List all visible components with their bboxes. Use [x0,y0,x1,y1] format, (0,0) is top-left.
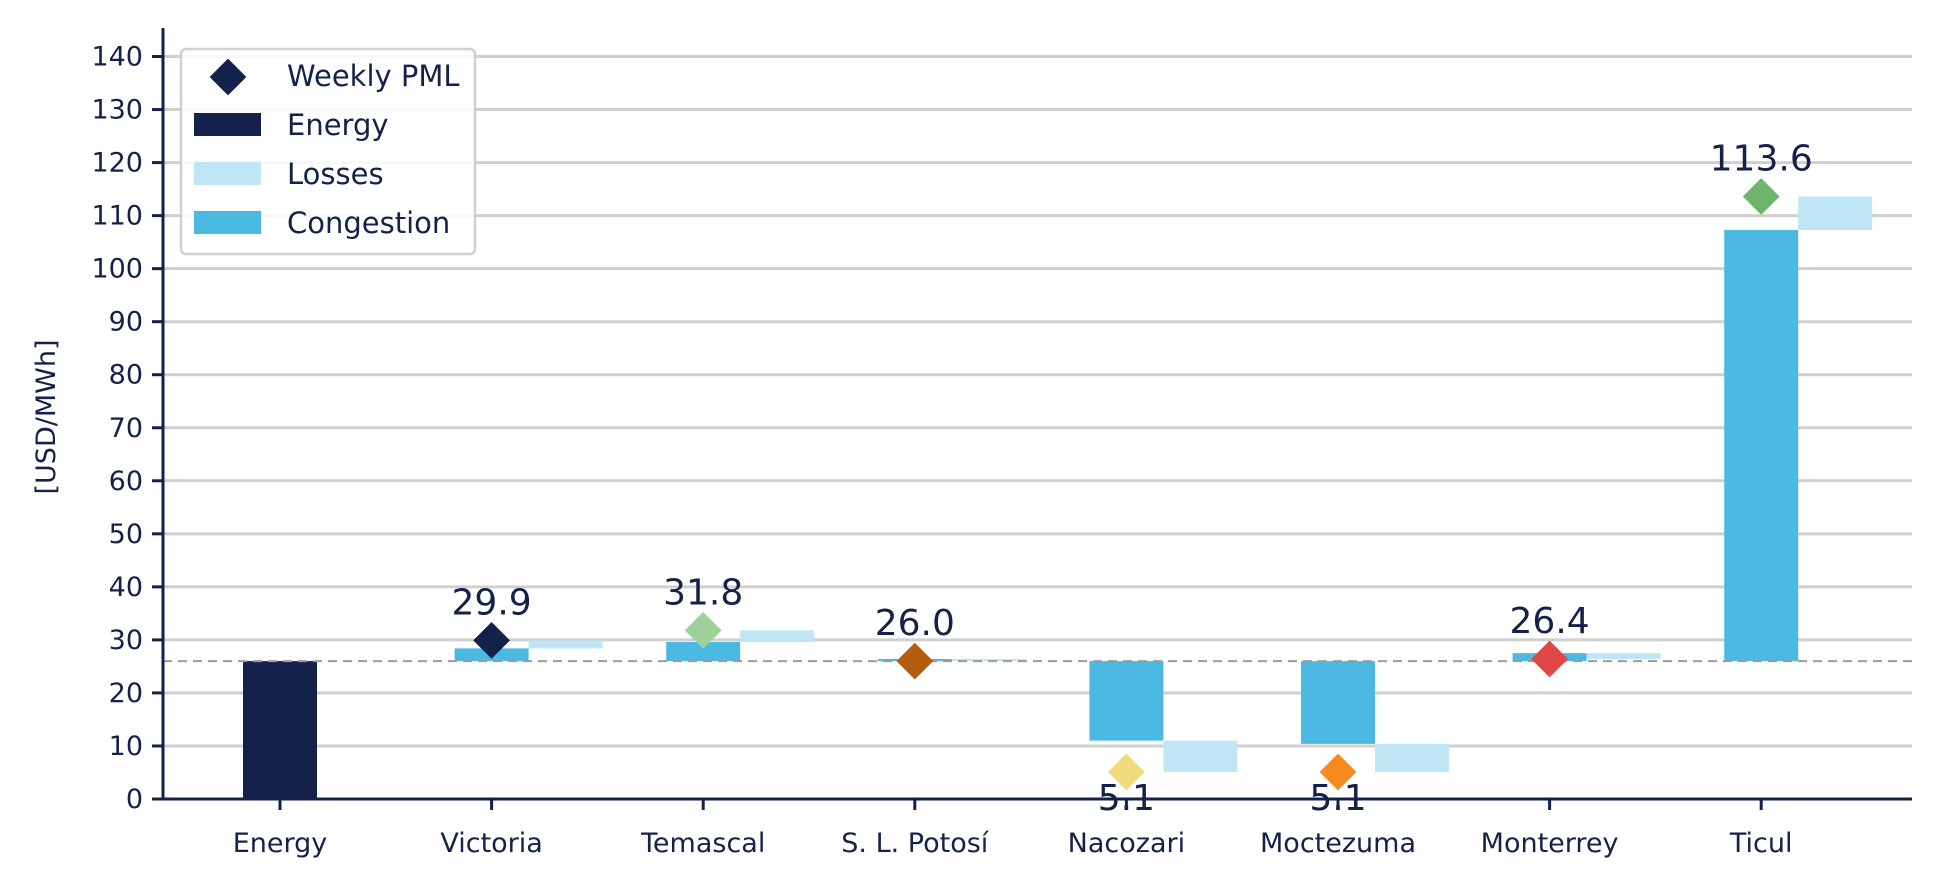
y-tick-label: 50 [109,519,143,550]
y-tick-label: 70 [109,413,143,444]
x-tick-label: Moctezuma [1260,828,1416,859]
y-tick-label: 130 [91,95,143,126]
y-ticks: 0 10 20 30 40 50 60 70 80 90 100 110 120 130 140 [91,42,163,815]
pml-value-label: 5.1 [1098,778,1155,819]
legend-label-congestion: Congestion [287,206,450,240]
x-tick-label: Victoria [440,828,542,859]
legend-frame [179,47,477,256]
y-tick-label: 30 [109,625,143,656]
legend-losses-swatch [194,162,261,185]
y-tick-label: 90 [109,307,143,338]
y-tick-label: 60 [109,466,143,497]
losses-bar [1375,743,1449,772]
pml-value-label: 113.6 [1710,139,1813,180]
legend-label-losses: Losses [287,157,384,191]
y-tick-label: 80 [109,360,143,391]
pml-marker [473,622,510,659]
y-tick-label: 10 [109,731,143,762]
y-axis-title: [USD/MWh] [31,340,62,495]
pml-value-label: 31.8 [663,572,743,613]
bars [243,196,1873,799]
pml-marker [1319,753,1357,791]
pml-marker [1742,178,1780,215]
pml-value-label: 26.4 [1510,601,1590,642]
pml-marker [1531,640,1568,678]
congestion-bar [1724,229,1799,662]
losses-bar [1586,653,1661,659]
congestion-bar [1301,661,1375,744]
y-tick-label: 100 [91,254,143,285]
pml-value-label: 5.1 [1309,778,1366,819]
congestion-bar [1089,661,1164,741]
x-tick-label: Energy [233,828,328,859]
y-tick-label: 40 [109,572,143,603]
pml-markers [473,178,1780,791]
y-tick-label: 20 [109,678,143,709]
legend-congestion-swatch [194,211,261,234]
losses-bar [951,658,1026,662]
pml-value-label: 29.9 [452,582,532,623]
x-tick-label: Monterrey [1481,828,1619,859]
pml-marker [684,611,722,649]
legend-pml-marker-icon [209,58,247,96]
pml-marker [1108,753,1145,791]
energy-bar [243,661,317,799]
pml-value-label: 26.0 [875,603,955,644]
y-tick-label: 120 [91,148,143,179]
legend: Weekly PML Energy Losses Congestion [179,47,477,256]
data-labels: 29.9 31.8 26.0 5.1 5.1 26.4 113.6 [452,139,1813,819]
axes [161,28,1912,801]
x-tick-label: Ticul [1729,828,1793,859]
losses-bar [1798,196,1873,230]
x-tick-label: Nacozari [1068,828,1185,859]
congestion-bar [666,642,741,662]
legend-label-energy: Energy [287,108,389,142]
legend-label-pml: Weekly PML [287,59,460,93]
x-tick-label: Temascal [640,828,765,859]
x-tick-label: S. L. Potosí [841,828,990,859]
losses-bar [740,630,815,643]
x-ticks: Energy Victoria Temascal S. L. Potosí Nacoza… [233,799,1793,859]
y-tick-label: 0 [126,784,143,815]
pml-marker [896,642,934,680]
losses-bar [1163,740,1238,772]
y-tick-label: 140 [91,42,143,73]
legend-energy-swatch [194,113,261,136]
y-tick-label: 110 [91,201,143,232]
losses-bar [528,640,603,649]
